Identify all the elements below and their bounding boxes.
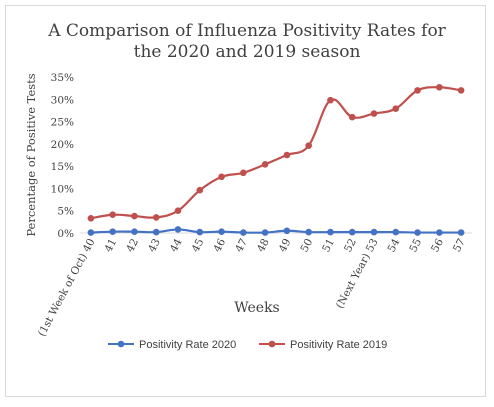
data-point: [305, 142, 312, 149]
data-point: [370, 110, 378, 117]
x-tick-label: 54: [386, 237, 403, 255]
series-line: [90, 86, 462, 220]
series-line: [90, 228, 462, 234]
x-tick-label: 57: [451, 237, 468, 254]
data-point: [87, 229, 95, 236]
data-point: [261, 229, 269, 236]
y-tick-label: 10%: [51, 183, 74, 195]
chart-frame: [5, 5, 486, 397]
data-point: [327, 228, 334, 236]
x-tick-label: 49: [277, 237, 294, 254]
data-point: [370, 228, 378, 236]
y-tick-label: 20%: [51, 139, 74, 151]
legend-item-2019: Positivity Rate 2019: [259, 339, 387, 351]
data-point: [392, 105, 400, 112]
data-point: [174, 207, 182, 215]
data-point: [457, 229, 465, 236]
x-tick-label: 51: [320, 237, 337, 254]
data-point: [457, 87, 465, 94]
data-point: [131, 212, 138, 220]
x-tick-label: 43: [146, 237, 163, 254]
data-point: [283, 151, 291, 159]
legend-item-2020: Positivity Rate 2020: [108, 339, 236, 351]
data-point: [87, 214, 95, 222]
data-point: [414, 87, 421, 94]
x-tick-label: 48: [255, 237, 272, 254]
x-tick-label: 47: [233, 237, 250, 254]
y-axis-ticks: 0% 5% 10% 15% 20% 25% 30% 35%: [51, 72, 74, 240]
x-tick-label: 45: [190, 237, 207, 254]
x-tick-label: (Next Year) 53: [334, 237, 381, 311]
y-tick-label: 35%: [51, 72, 74, 84]
legend-2019-marker: [268, 340, 276, 348]
data-point: [196, 228, 204, 236]
series-2020: [87, 226, 465, 236]
y-tick-label: 5%: [57, 206, 74, 218]
data-point: [174, 226, 182, 233]
legend-2020-marker: [117, 340, 125, 348]
data-point: [414, 229, 421, 236]
data-point: [131, 228, 138, 235]
data-point: [240, 169, 247, 177]
legend-2019-label: Positivity Rate 2019: [290, 339, 387, 351]
chart-title-line-2: the 2020 and 2019 season: [134, 42, 361, 62]
y-tick-label: 0%: [57, 228, 74, 240]
data-point: [305, 228, 312, 236]
x-tick-label: (1st Week of Oct) 40: [36, 237, 98, 339]
legend: Positivity Rate 2020 Positivity Rate 201…: [108, 339, 387, 351]
data-point: [436, 229, 443, 236]
data-point: [261, 161, 269, 168]
data-point: [327, 96, 334, 104]
data-point: [109, 211, 116, 219]
x-tick-label: 52: [342, 237, 359, 254]
x-axis-ticks: (1st Week of Oct) 40 41 42 43 44 45 46 47 48 49 50…: [36, 237, 468, 339]
data-point: [152, 214, 160, 221]
data-point: [348, 228, 356, 236]
data-point: [152, 228, 160, 236]
chart-title-line-1: A Comparison of Influenza Positivity Rat…: [47, 21, 446, 41]
x-tick-label: 56: [429, 237, 446, 255]
x-tick-label: 50: [298, 237, 315, 254]
data-point: [218, 228, 225, 235]
data-point: [392, 228, 400, 236]
data-point: [436, 83, 443, 91]
x-axis-title: Weeks: [234, 300, 280, 316]
x-tick-label: 44: [168, 237, 185, 255]
series-layer: [87, 83, 465, 236]
data-point: [218, 173, 225, 181]
y-tick-label: 25%: [51, 117, 74, 129]
data-point: [196, 186, 204, 194]
data-point: [240, 229, 247, 236]
x-tick-label: 41: [102, 237, 119, 254]
data-point: [348, 113, 356, 121]
x-tick-label: 55: [407, 237, 424, 254]
legend-2020-label: Positivity Rate 2020: [139, 339, 236, 351]
y-tick-label: 30%: [51, 94, 74, 106]
data-point: [283, 227, 291, 235]
data-point: [109, 228, 116, 235]
y-tick-label: 15%: [51, 161, 74, 173]
y-axis-title: Percentage of Positive Tests: [24, 73, 38, 236]
series-2019: [87, 83, 465, 222]
x-tick-label: 42: [124, 237, 141, 254]
x-tick-label: 46: [211, 237, 228, 255]
